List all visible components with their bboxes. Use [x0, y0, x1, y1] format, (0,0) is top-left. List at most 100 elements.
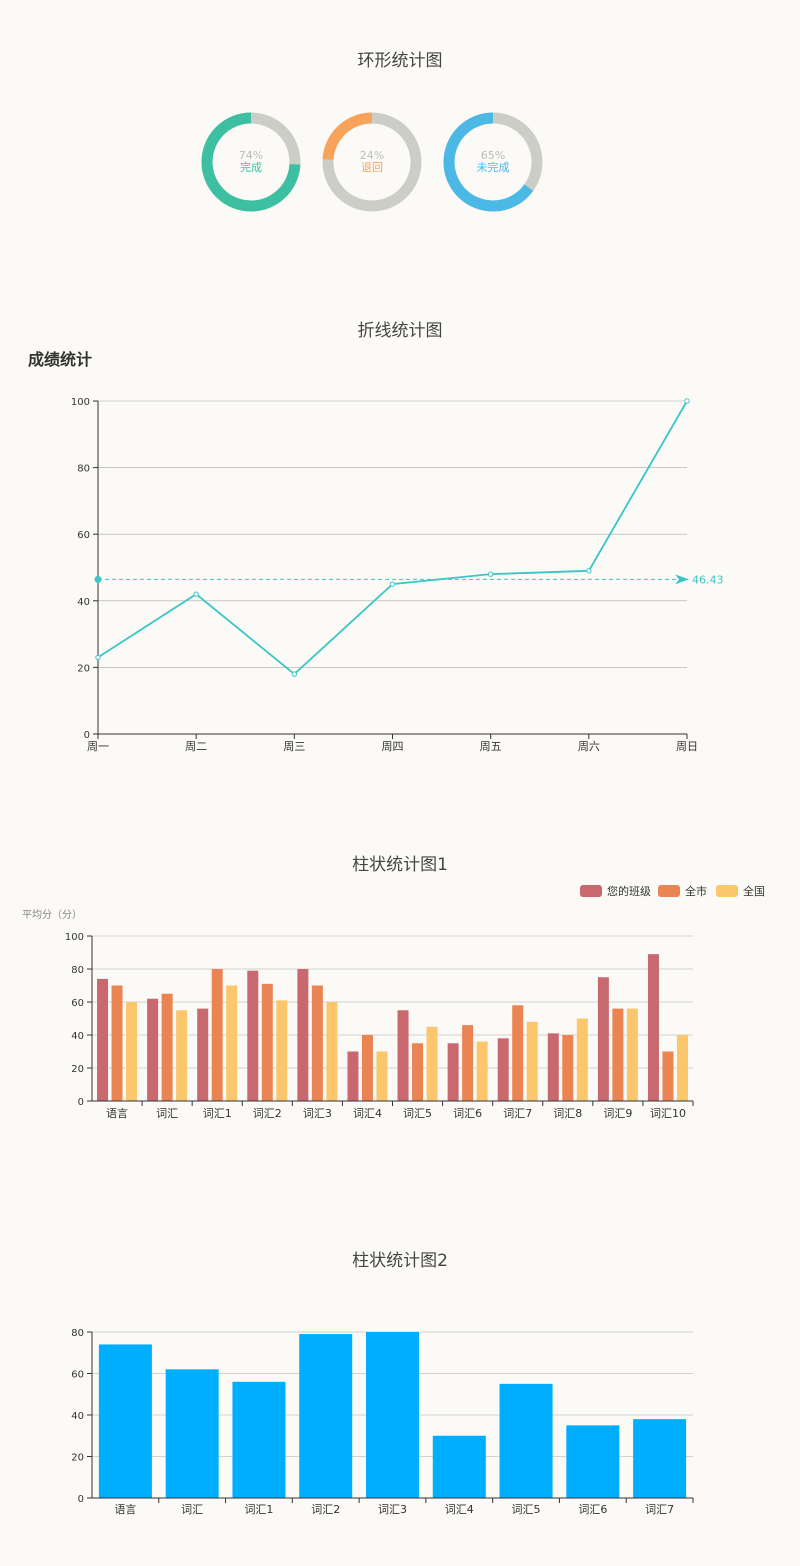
bar1-bar [197, 1008, 209, 1101]
bar1-bar [97, 978, 109, 1101]
x-tick-label: 词汇10 [650, 1107, 686, 1120]
x-tick-label: 词汇1 [244, 1503, 273, 1516]
bar1-bar [276, 1000, 288, 1101]
y-tick-label: 80 [71, 965, 84, 976]
line-section-title: 折线统计图 [357, 321, 443, 341]
y-tick-label: 0 [78, 1097, 84, 1108]
bar1-bar [597, 977, 609, 1101]
donut-value-arc [201, 112, 301, 212]
line-point [684, 398, 690, 404]
x-tick-label: 词汇5 [512, 1503, 541, 1516]
y-tick-label: 40 [77, 597, 90, 608]
bar2-bar [499, 1383, 553, 1498]
donut-percent: 74% [239, 149, 263, 162]
bar1-bar [562, 1035, 574, 1101]
y-tick-label: 80 [71, 1328, 84, 1339]
bar2-section-title: 柱状统计图2 [352, 1251, 448, 1271]
donut-2: 65%未完成 [443, 112, 543, 212]
line-chart: 成绩统计 0 20 40 60 80 100 周一 周二 周三 周四 周五 周六 周日 46.43 [28, 350, 724, 753]
line-point [193, 591, 199, 597]
y-tick-label: 20 [71, 1453, 84, 1464]
bar1-bar [347, 1051, 359, 1101]
bar2-bar [299, 1334, 353, 1498]
bar1-bar [311, 985, 323, 1101]
x-tick-label: 词汇2 [311, 1503, 340, 1516]
y-tick-label: 60 [71, 998, 84, 1009]
bar1-bar [626, 1008, 638, 1101]
line-point [291, 671, 298, 677]
bar1-bar [297, 969, 309, 1101]
donut-percent: 24% [360, 149, 384, 162]
bar2-bar [566, 1425, 620, 1498]
bar1-bar [526, 1021, 538, 1101]
bar1-bar [147, 998, 159, 1101]
y-tick-label: 100 [71, 397, 90, 408]
bar2-bar [432, 1435, 486, 1498]
x-tick-label: 词汇1 [203, 1107, 232, 1120]
bar1-bar [126, 1002, 138, 1101]
y-tick-label: 100 [65, 932, 84, 943]
y-tick-label: 20 [77, 663, 90, 674]
bar2-bar [366, 1332, 419, 1498]
line-point [389, 581, 396, 587]
donut-label: 未完成 [477, 160, 510, 174]
bar1-bar [211, 969, 223, 1101]
x-tick-label: 语言 [114, 1503, 136, 1516]
y-tick-label: 20 [71, 1064, 84, 1075]
x-tick-label: 词汇7 [503, 1107, 532, 1120]
bar1-bar [376, 1051, 388, 1101]
legend-swatch [658, 885, 680, 897]
bar1-bar [226, 985, 238, 1101]
bar1-bar [361, 1035, 373, 1101]
donut-label: 完成 [240, 160, 262, 174]
y-tick-label: 40 [71, 1411, 84, 1422]
bar1-bar [462, 1025, 474, 1101]
donut-percent: 65% [481, 149, 505, 162]
y-axis-label: 平均分（分） [22, 909, 82, 921]
x-tick-label: 周五 [480, 740, 502, 753]
x-tick-label: 词汇 [181, 1503, 203, 1516]
x-tick-label: 词汇7 [645, 1503, 674, 1516]
x-tick-label: 周三 [283, 740, 305, 753]
x-tick-label: 词汇4 [353, 1107, 382, 1120]
x-tick-label: 词汇8 [553, 1107, 582, 1120]
line-point [95, 654, 101, 661]
x-tick-label: 词汇6 [453, 1107, 482, 1120]
bar1-bar [476, 1041, 488, 1101]
bar1-bar [176, 1010, 188, 1101]
bar1-bar [647, 954, 659, 1101]
bar2-bar [165, 1369, 219, 1498]
bar1-bar [426, 1026, 438, 1101]
bar1-bar [326, 1002, 338, 1101]
legend-swatch [716, 885, 738, 897]
average-line-arrow [675, 574, 689, 585]
donut-1: 24%退回 [322, 112, 422, 212]
x-tick-label: 周二 [185, 740, 207, 753]
bar1-bar [612, 1008, 624, 1101]
x-tick-label: 词汇6 [578, 1503, 607, 1516]
bar2-bar [98, 1344, 152, 1498]
y-tick-label: 0 [78, 1494, 84, 1505]
bar1-bar [247, 970, 259, 1101]
donut-value-arc [322, 112, 422, 212]
x-tick-label: 语言 [106, 1107, 128, 1120]
legend-swatch [580, 885, 602, 897]
x-tick-label: 词汇9 [603, 1107, 632, 1120]
legend-label: 全市 [685, 884, 707, 898]
donut-value-arc [443, 112, 543, 212]
y-tick-label: 40 [71, 1031, 84, 1042]
bar1-bar [512, 1005, 524, 1101]
bar-chart-2: 0 20 40 60 80 语言 词汇 词汇1 词汇2 词汇3 词汇4 词汇5 词汇6 词汇7 [71, 1328, 694, 1516]
bar1-bar [547, 1033, 559, 1101]
y-tick-label: 0 [84, 730, 90, 741]
x-tick-label: 周六 [578, 740, 600, 753]
legend-label: 您的班级 [607, 884, 651, 898]
line-series [97, 400, 688, 676]
x-tick-label: 词汇 [156, 1107, 178, 1120]
average-line-start [94, 575, 102, 583]
bar1-bar [397, 1010, 409, 1101]
y-tick-label: 80 [77, 464, 90, 475]
y-tick-label: 60 [77, 530, 90, 541]
